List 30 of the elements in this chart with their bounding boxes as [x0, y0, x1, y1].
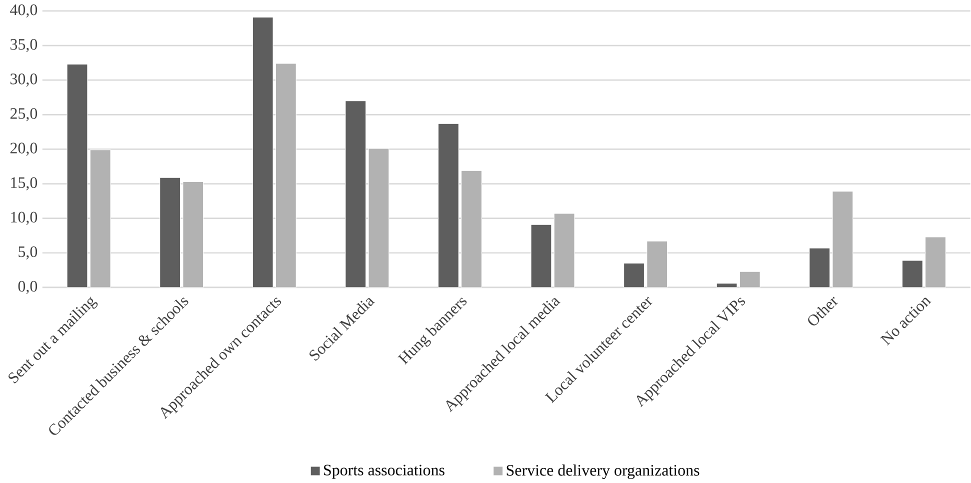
bar — [530, 224, 552, 288]
y-tick-label: 5,0 — [18, 246, 38, 260]
y-tick-label: 15,0 — [11, 177, 38, 190]
y-tick-label: 40,0 — [10, 4, 38, 18]
legend-label: Sports associations — [324, 464, 444, 479]
y-tick-label: 20,0 — [10, 142, 38, 156]
bar — [438, 123, 459, 288]
bar — [624, 263, 644, 288]
bar — [809, 248, 830, 288]
y-tick-label: 0,0 — [18, 280, 38, 294]
y-tick-label: 35,0 — [10, 39, 38, 52]
bar — [832, 191, 854, 288]
bar — [368, 148, 390, 288]
bar — [345, 100, 366, 288]
y-tick-label: 25,0 — [10, 108, 38, 122]
bar — [160, 177, 181, 288]
bar — [554, 213, 575, 288]
bar — [66, 64, 88, 288]
bar — [252, 16, 274, 288]
bar — [182, 181, 204, 288]
bar — [461, 170, 482, 288]
y-tick-label: 10,0 — [11, 212, 38, 225]
bar — [646, 240, 668, 288]
y-tick-label: 30,0 — [10, 74, 38, 87]
legend-label: Service delivery organizations — [506, 464, 700, 480]
bar — [902, 260, 923, 288]
bar — [90, 150, 111, 288]
bar — [739, 271, 760, 288]
bar — [275, 63, 296, 288]
bar — [925, 236, 946, 288]
